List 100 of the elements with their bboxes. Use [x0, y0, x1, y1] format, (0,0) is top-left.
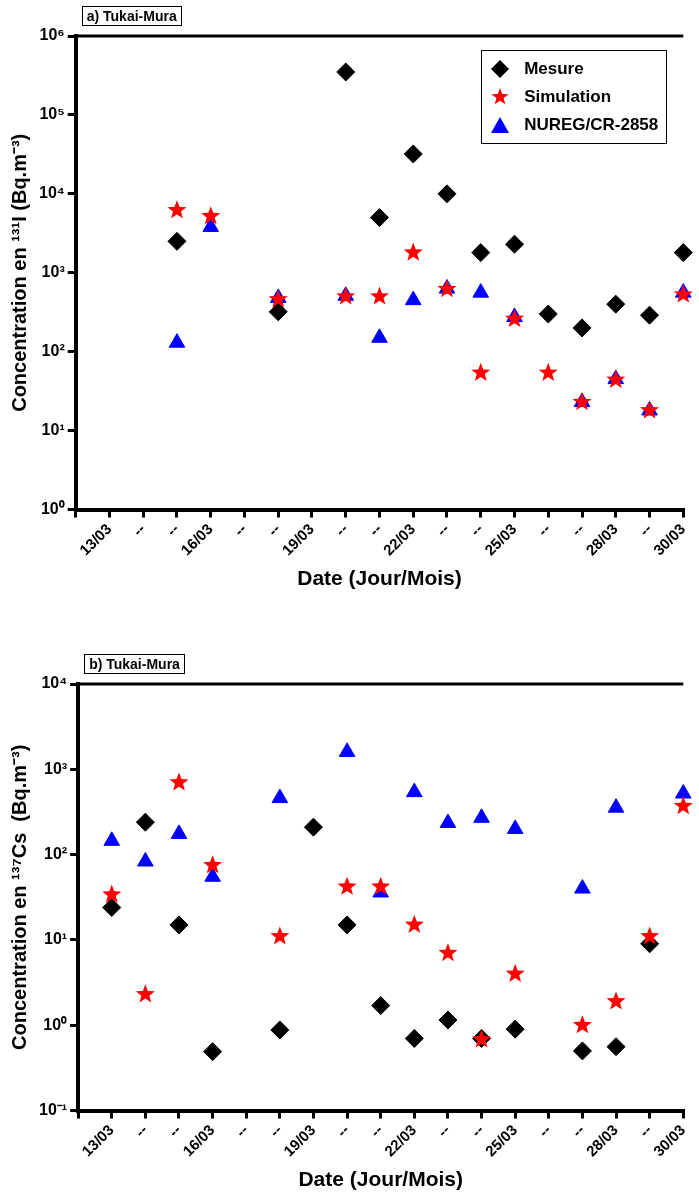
point [337, 876, 357, 895]
x-tick-label: -- [162, 519, 183, 540]
point [472, 283, 490, 298]
point [268, 289, 288, 308]
point [505, 234, 525, 254]
x-tick-label: -- [264, 519, 284, 540]
point [201, 206, 221, 225]
y-tick-label: 10⁰ [40, 499, 65, 517]
point [438, 1010, 458, 1030]
point [371, 996, 391, 1016]
point [572, 1015, 592, 1034]
x-tick-label: -- [232, 1120, 252, 1141]
x-tick-label: -- [333, 1120, 353, 1141]
y-tick-label: 10⁴ [38, 184, 65, 202]
point [403, 144, 423, 164]
y-tick-label: 10⁵ [39, 105, 65, 123]
x-tick-label: -- [433, 1120, 453, 1141]
legend-label: Simulation [524, 87, 612, 107]
x-tick-label: -- [230, 519, 250, 540]
point [303, 817, 323, 837]
point [203, 1042, 223, 1062]
point [606, 294, 626, 314]
x-tick-label: -- [534, 1120, 554, 1141]
point [102, 897, 122, 917]
point [505, 1019, 525, 1039]
point [538, 304, 558, 324]
point [471, 362, 491, 381]
x-tick-label: -- [131, 1120, 151, 1141]
point [203, 855, 223, 874]
point [640, 305, 660, 325]
point [404, 914, 424, 933]
point [607, 798, 625, 813]
x-tick-label: -- [265, 1120, 285, 1141]
point [538, 362, 558, 381]
point [437, 184, 457, 204]
legend-label: Mesure [524, 59, 584, 79]
point [406, 782, 423, 798]
point [506, 819, 524, 834]
x-tick-label: -- [635, 519, 655, 540]
x-tick-label: -- [129, 519, 149, 540]
point [336, 62, 356, 82]
point [204, 867, 221, 882]
x-tick-label: -- [331, 519, 351, 540]
y-tick-label: 10⁶ [39, 26, 65, 44]
point [572, 318, 592, 338]
point [169, 772, 189, 791]
point [574, 879, 591, 894]
point [439, 813, 457, 828]
point [270, 1020, 290, 1040]
y-axis-title: Concentration en ¹³⁷Cs (Bq.m⁻³) [7, 744, 30, 1050]
point [572, 1041, 592, 1061]
point [336, 286, 356, 305]
y-tick-label: 10³ [41, 263, 65, 281]
x-tick-label: -- [432, 519, 453, 540]
point [271, 788, 289, 804]
y-tick-label: 10² [44, 845, 68, 863]
point [169, 915, 189, 935]
point [135, 984, 155, 1003]
point [673, 243, 693, 263]
legend-label: NUREG/CR-2858 [524, 115, 659, 135]
point [606, 991, 626, 1010]
x-axis-title: Date (Jour/Mois) [298, 1167, 463, 1191]
point [371, 328, 388, 343]
x-tick-label: -- [635, 1120, 655, 1141]
x-tick-label: -- [466, 519, 486, 540]
point [673, 796, 693, 815]
point [170, 824, 188, 839]
point [403, 242, 423, 261]
point [268, 302, 288, 322]
x-axis-title: Date (Jour/Mois) [297, 566, 462, 590]
point [338, 742, 356, 757]
point [505, 308, 525, 328]
y-tick-label: 10³ [44, 759, 68, 777]
point [135, 812, 155, 832]
point [471, 243, 491, 263]
y-tick-label: 10¹ [44, 930, 68, 948]
point [437, 279, 457, 298]
point [673, 284, 693, 303]
point [404, 290, 422, 306]
point [606, 1037, 626, 1057]
x-tick-label: -- [467, 1120, 487, 1141]
y-tick-label: 10² [41, 342, 65, 360]
point [369, 286, 389, 305]
x-tick-label: -- [534, 519, 554, 540]
y-tick-label: 10⁰ [43, 1015, 68, 1033]
point [270, 926, 290, 945]
point [337, 915, 357, 935]
chart-title: a) Tukai-Mura [81, 6, 182, 26]
point [473, 808, 490, 823]
point [404, 1028, 424, 1048]
point [102, 884, 122, 903]
point [167, 231, 187, 251]
point [167, 200, 187, 219]
x-tick-label: -- [568, 1120, 588, 1141]
point [137, 852, 154, 867]
point [438, 943, 458, 962]
y-axis-title: Concentration en ¹³¹I (Bq.m⁻³) [7, 133, 30, 412]
point [103, 831, 121, 846]
y-tick-label: 10⁻¹ [39, 1100, 68, 1118]
point [168, 333, 186, 348]
